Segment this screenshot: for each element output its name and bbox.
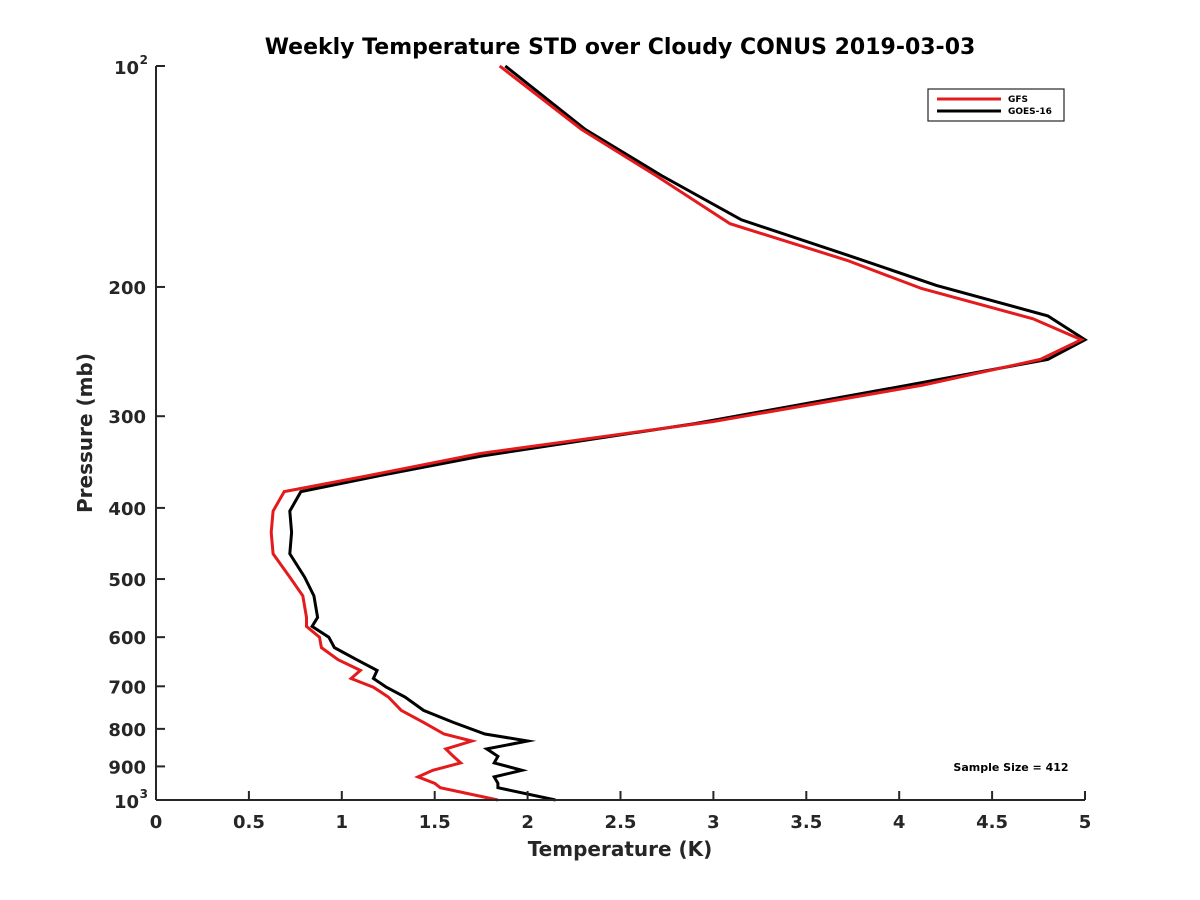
- series-line-0: [269, 64, 1085, 802]
- y-tick-label-sup-0: 2: [140, 53, 148, 67]
- y-tick-label-0: 10: [114, 58, 139, 79]
- x-tick-label-7: 3.5: [790, 812, 822, 833]
- y-tick-label-6: 700: [108, 677, 146, 698]
- y-tick-label-9: 10: [114, 792, 139, 813]
- x-tick-label-5: 2.5: [605, 812, 637, 833]
- x-tick-label-3: 1.5: [419, 812, 451, 833]
- series-line-1: [288, 64, 1088, 802]
- y-tick-label-7: 800: [108, 720, 146, 741]
- legend-label-1: GOES-16: [1008, 107, 1052, 117]
- x-tick-label-2: 1: [336, 812, 349, 833]
- y-tick-label-8: 900: [108, 757, 146, 778]
- x-tick-label-1: 0.5: [233, 812, 265, 833]
- x-ticks: 0 0.5 1 1.5 2 2.5 3 3.5 4 4.5 5: [150, 791, 1092, 833]
- x-tick-label-6: 3: [707, 812, 720, 833]
- x-tick-label-0: 0: [150, 812, 163, 833]
- y-tick-label-2: 300: [108, 407, 146, 428]
- x-tick-label-9: 4.5: [976, 812, 1008, 833]
- y-tick-label-4: 500: [108, 570, 146, 591]
- x-axis-label: Temperature (K): [528, 837, 713, 861]
- y-tick-label-1: 200: [108, 278, 146, 299]
- y-tick-label-5: 600: [108, 628, 146, 649]
- legend-label-0: GFS: [1008, 95, 1028, 105]
- chart-title: Weekly Temperature STD over Cloudy CONUS…: [265, 35, 976, 60]
- x-tick-label-4: 2: [521, 812, 534, 833]
- legend-box: [927, 88, 1065, 122]
- y-axis-label: Pressure (mb): [73, 353, 97, 513]
- legend: GFS GOES-16: [927, 88, 1065, 122]
- series-layer: [269, 64, 1088, 802]
- sample-size-annotation: Sample Size = 412: [953, 761, 1068, 774]
- y-tick-label-3: 400: [108, 499, 146, 520]
- x-tick-label-8: 4: [893, 812, 906, 833]
- y-tick-label-sup-9: 3: [140, 787, 148, 801]
- x-tick-label-10: 5: [1079, 812, 1092, 833]
